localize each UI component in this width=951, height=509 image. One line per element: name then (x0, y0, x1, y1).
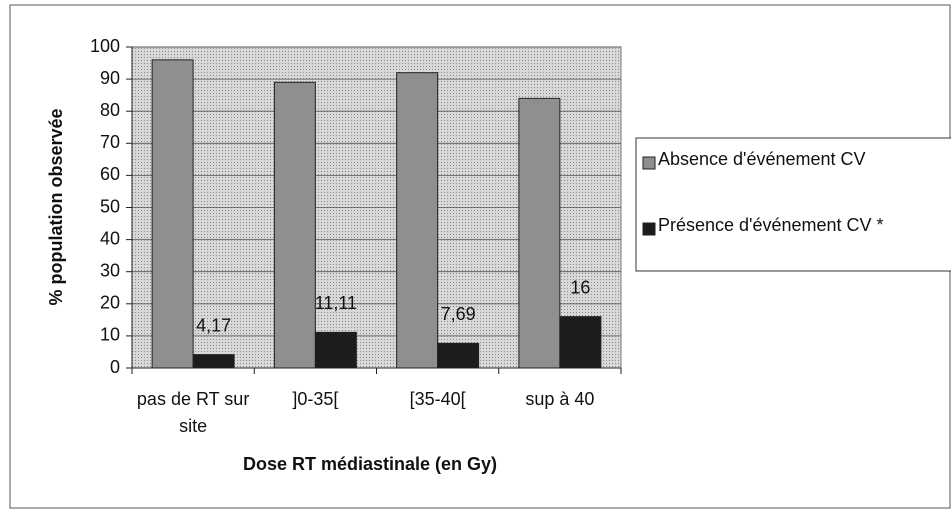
y-tick-label: 90 (100, 68, 120, 88)
x-tick-label: [35-40[ (409, 389, 466, 409)
y-tick-label: 30 (100, 260, 120, 280)
data-label: 16 (570, 277, 590, 297)
x-tick-label: sup à 40 (525, 389, 595, 409)
y-tick-label: 0 (110, 357, 120, 377)
bar (518, 97, 561, 369)
x-tick-label: ]0-35[ (292, 389, 339, 409)
bar (437, 342, 480, 369)
data-label: 4,17 (196, 315, 231, 335)
legend-label: Présence d'événement CV * (658, 215, 884, 235)
bar (559, 316, 602, 369)
legend-swatch (642, 156, 656, 170)
y-tick-label: 40 (100, 228, 120, 248)
bar (314, 331, 357, 369)
y-tick-label: 60 (100, 164, 120, 184)
y-tick-label: 100 (90, 36, 120, 56)
y-tick-label: 80 (100, 100, 120, 120)
data-label: 7,69 (441, 304, 476, 324)
legend-label: Absence d'événement CV (658, 149, 866, 169)
y-tick-label: 10 (100, 325, 120, 345)
y-tick-label: 20 (100, 293, 120, 313)
x-axis-title: Dose RT médiastinale (en Gy) (243, 454, 497, 474)
data-label: 11,11 (315, 293, 357, 313)
legend-swatch (642, 222, 656, 236)
bar (192, 354, 235, 369)
x-tick-label: pas de RT sur site (136, 389, 250, 436)
bar (396, 72, 439, 369)
bar (273, 81, 316, 369)
y-tick-label: 70 (100, 132, 120, 152)
legend-box (635, 137, 951, 272)
y-axis-title: % population observée (46, 108, 66, 305)
bar (151, 59, 194, 369)
y-tick-label: 50 (100, 196, 120, 216)
